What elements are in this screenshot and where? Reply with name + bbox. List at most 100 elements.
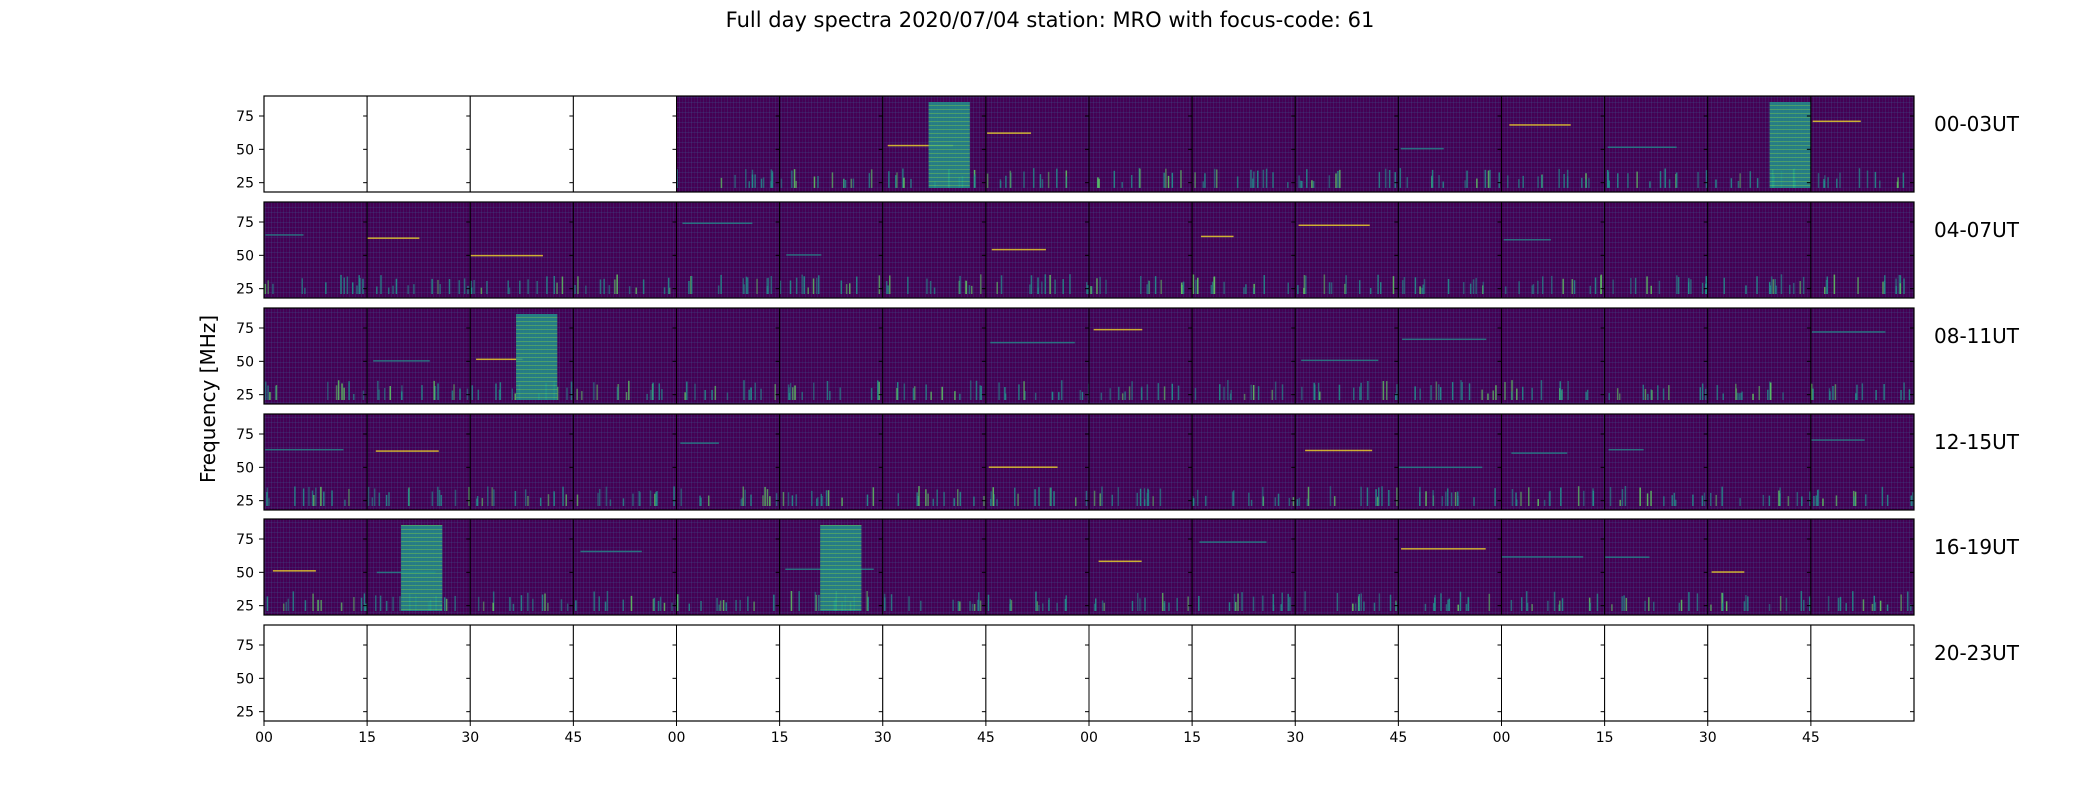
burst-mark (916, 492, 918, 506)
burst-mark (1566, 176, 1569, 188)
burst-mark (1484, 169, 1487, 188)
burst-mark (1130, 175, 1133, 188)
burst-mark (927, 493, 929, 506)
burst-mark (767, 277, 769, 294)
burst-mark (443, 597, 446, 611)
burst-mark (953, 498, 955, 506)
spectrum-panel (1707, 95, 1812, 193)
burst-mark (1630, 277, 1632, 294)
burst-mark (459, 388, 461, 400)
burst-mark (1709, 492, 1712, 506)
x-ticks-layer: 00 15 30 45 00 15 30 45 00 15 30 45 00 15 30 45 (255, 721, 1820, 746)
burst-mark (1624, 486, 1627, 506)
narrowband-line (1301, 359, 1379, 362)
burst-mark (1671, 495, 1673, 506)
burst-mark (367, 486, 370, 506)
burst-mark (741, 497, 744, 506)
panel-hlines (367, 202, 471, 298)
burst-mark (320, 486, 322, 506)
burst-mark (894, 175, 897, 188)
burst-mark (1303, 275, 1306, 294)
burst-mark (1140, 275, 1142, 294)
burst-mark (1617, 173, 1619, 188)
burst-mark (1005, 175, 1007, 188)
burst-mark (744, 489, 747, 506)
burst-mark (1623, 595, 1625, 611)
burst-mark (1725, 601, 1728, 611)
burst-mark (1090, 286, 1093, 294)
burst-mark (661, 389, 663, 400)
burst-mark (907, 276, 909, 294)
burst-mark (868, 173, 871, 188)
burst-mark (1358, 280, 1361, 294)
burst-mark (378, 389, 380, 400)
burst-mark (663, 602, 666, 611)
burst-mark (1651, 390, 1653, 400)
burst-mark (1202, 181, 1204, 188)
burst-mark (996, 499, 998, 506)
x-tick-label: 30 (1699, 730, 1717, 746)
burst-mark (742, 486, 745, 506)
burst-mark (598, 596, 600, 611)
burst-mark (1699, 387, 1702, 400)
burst-mark (1036, 601, 1039, 611)
narrowband-line (1711, 571, 1745, 573)
burst-mark (1526, 602, 1529, 611)
burst-mark (903, 177, 905, 188)
burst-mark (1589, 285, 1592, 294)
spectrum-panel (882, 95, 987, 193)
burst-mark (1639, 487, 1641, 506)
burst-mark (897, 493, 900, 506)
burst-mark (770, 169, 773, 188)
burst-mark (1473, 497, 1475, 506)
row-label: 20-23UT (1934, 641, 2020, 665)
spectrum-panel (676, 413, 781, 511)
burst-mark (803, 276, 805, 294)
row-frame (263, 201, 1915, 299)
spectrum-panel (1294, 201, 1399, 299)
burst-mark (1434, 597, 1436, 611)
burst-mark (1100, 392, 1103, 400)
spectrum-panel (1707, 413, 1812, 511)
burst-mark (565, 494, 567, 506)
burst-mark (990, 491, 992, 506)
burst-mark (1381, 486, 1383, 506)
burst-mark (383, 387, 386, 400)
burst-mark (593, 591, 595, 611)
spectrum-panel (1707, 624, 1812, 722)
burst-mark (1778, 490, 1780, 506)
burst-mark (1395, 602, 1397, 611)
burst-mark (514, 490, 517, 506)
panel-hlines (1604, 202, 1708, 298)
burst-mark (1213, 168, 1216, 188)
panel-empty (573, 96, 677, 192)
narrowband-line (476, 358, 523, 361)
burst-mark (1004, 393, 1007, 400)
spectrum-panel (469, 201, 574, 299)
burst-mark (770, 276, 773, 294)
burst-mark (1648, 597, 1650, 611)
burst-mark (1439, 387, 1442, 400)
burst-mark (385, 600, 388, 611)
spectrum-panel (676, 624, 781, 722)
burst-mark (1328, 282, 1331, 294)
burst-mark (677, 594, 679, 611)
burst-mark (604, 601, 607, 611)
burst-mark (395, 278, 398, 294)
burst-mark (1303, 287, 1305, 294)
burst-mark (1103, 602, 1105, 611)
burst-mark (740, 499, 742, 506)
burst-mark (1263, 275, 1266, 294)
burst-mark (917, 496, 919, 506)
burst-mark (1852, 591, 1854, 611)
burst-mark (743, 380, 745, 400)
burst-mark (264, 283, 267, 294)
x-tick-label: 30 (1286, 730, 1304, 746)
burst-mark (1802, 599, 1805, 611)
burst-mark (720, 177, 723, 188)
burst-mark (491, 487, 493, 506)
burst-mark (1541, 276, 1544, 294)
burst-mark (1616, 388, 1619, 400)
burst-mark (1845, 603, 1847, 611)
spectrum-panel (1604, 413, 1709, 511)
